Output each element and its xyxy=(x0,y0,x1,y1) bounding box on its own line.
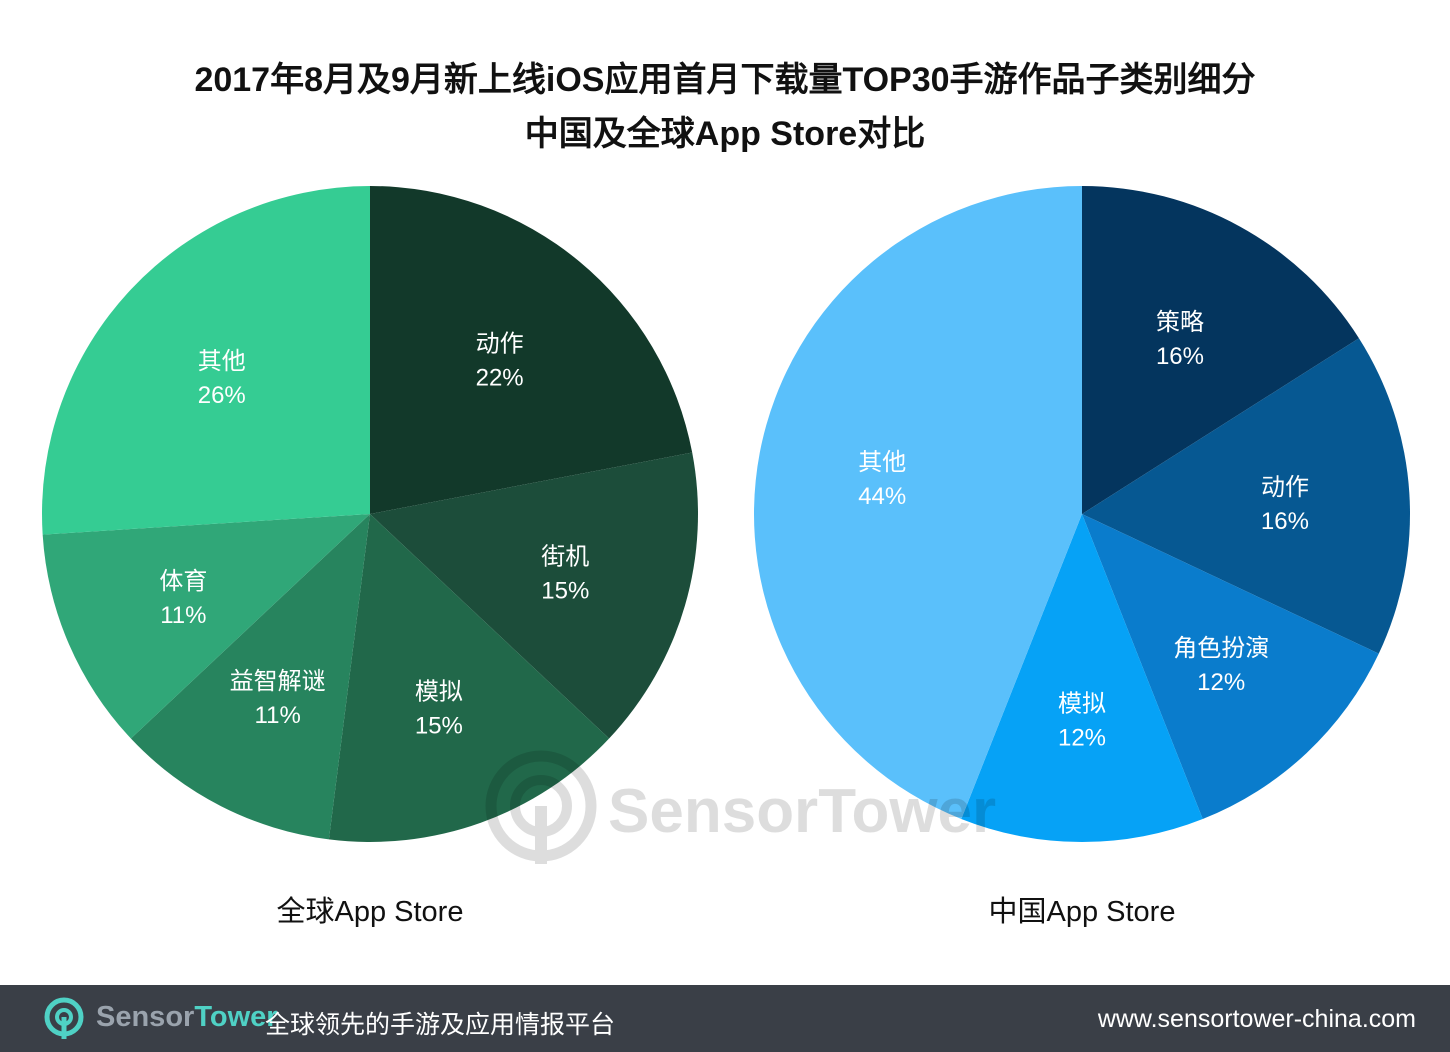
china-slice-value-0: 16% xyxy=(1156,343,1204,370)
china-slice-label-2: 角色扮演 xyxy=(1173,635,1269,662)
pie-chart-global: 动作 22% 街机 15% 模拟 15% 益智解谜 11% 体育 11% 其他 26% 全球App St… xyxy=(42,186,698,928)
global-slice-label-1: 街机 xyxy=(541,544,589,571)
global-slice-label-5: 其他 xyxy=(198,348,246,375)
brand-tower: Tower xyxy=(194,1001,278,1033)
watermark-inner-ring-icon xyxy=(510,775,572,837)
china-slice-value-3: 12% xyxy=(1058,724,1106,751)
footer-url: www.sensortower-china.com xyxy=(1097,1005,1416,1033)
global-slice-5 xyxy=(42,186,370,535)
sensortower-logo-icon xyxy=(44,997,84,1039)
brand-sensor: Sensor xyxy=(96,1001,195,1033)
chart-title-line-2: 中国及全球App Store对比 xyxy=(524,115,926,153)
global-slice-0 xyxy=(370,186,693,514)
watermark-stem-icon xyxy=(535,806,547,864)
global-slice-2 xyxy=(328,514,610,842)
global-slice-label-3: 益智解谜 xyxy=(230,668,326,695)
china-slice-value-1: 16% xyxy=(1261,508,1309,535)
china-slice-value-4: 44% xyxy=(858,483,906,510)
footer-tagline: 全球领先的手游及应用情报平台 xyxy=(265,1011,616,1039)
china-slice-2 xyxy=(1082,514,1379,819)
global-slice-4 xyxy=(42,514,371,739)
china-slice-3 xyxy=(961,514,1203,843)
china-slice-label-1: 动作 xyxy=(1261,474,1309,501)
global-slice-value-5: 26% xyxy=(198,382,246,409)
china-slice-label-3: 模拟 xyxy=(1058,690,1106,717)
watermark-text: SensorTower xyxy=(608,777,996,846)
china-slice-label-0: 策略 xyxy=(1156,309,1204,336)
global-slice-1 xyxy=(370,452,698,739)
watermark-ring-icon xyxy=(485,750,597,862)
global-slice-value-1: 15% xyxy=(541,578,589,605)
pie-chart-china: 策略 16% 动作 16% 角色扮演 12% 模拟 12% 其他 44% 中国App Store xyxy=(753,186,1410,928)
global-slice-label-4: 体育 xyxy=(159,568,207,595)
china-slice-1 xyxy=(1082,338,1410,654)
china-caption: 中国App Store xyxy=(989,895,1176,928)
global-caption: 全球App Store xyxy=(277,895,464,928)
footer-bar: SensorTower 全球领先的手游及应用情报平台 www.sensortow… xyxy=(0,985,1450,1052)
global-slice-value-0: 22% xyxy=(476,364,524,391)
global-slice-label-0: 动作 xyxy=(476,330,524,357)
global-slice-label-2: 模拟 xyxy=(415,678,463,705)
sensortower-watermark: SensorTower xyxy=(485,750,996,864)
china-slice-4 xyxy=(753,186,1082,819)
charts-canvas: 动作 22% 街机 15% 模拟 15% 益智解谜 11% 体育 11% 其他 26% 全球App St… xyxy=(42,186,1410,928)
global-slice-value-3: 11% xyxy=(255,702,301,729)
china-slice-label-4: 其他 xyxy=(858,449,906,476)
china-slice-value-2: 12% xyxy=(1197,669,1245,696)
global-slice-value-4: 11% xyxy=(160,602,206,629)
china-slice-0 xyxy=(1082,186,1359,514)
footer-brand: SensorTower xyxy=(96,1001,278,1034)
global-slice-value-2: 15% xyxy=(415,712,463,739)
global-slice-3 xyxy=(130,514,370,840)
chart-title-line-1: 2017年8月及9月新上线iOS应用首月下载量TOP30手游作品子类别细分 xyxy=(194,61,1256,99)
